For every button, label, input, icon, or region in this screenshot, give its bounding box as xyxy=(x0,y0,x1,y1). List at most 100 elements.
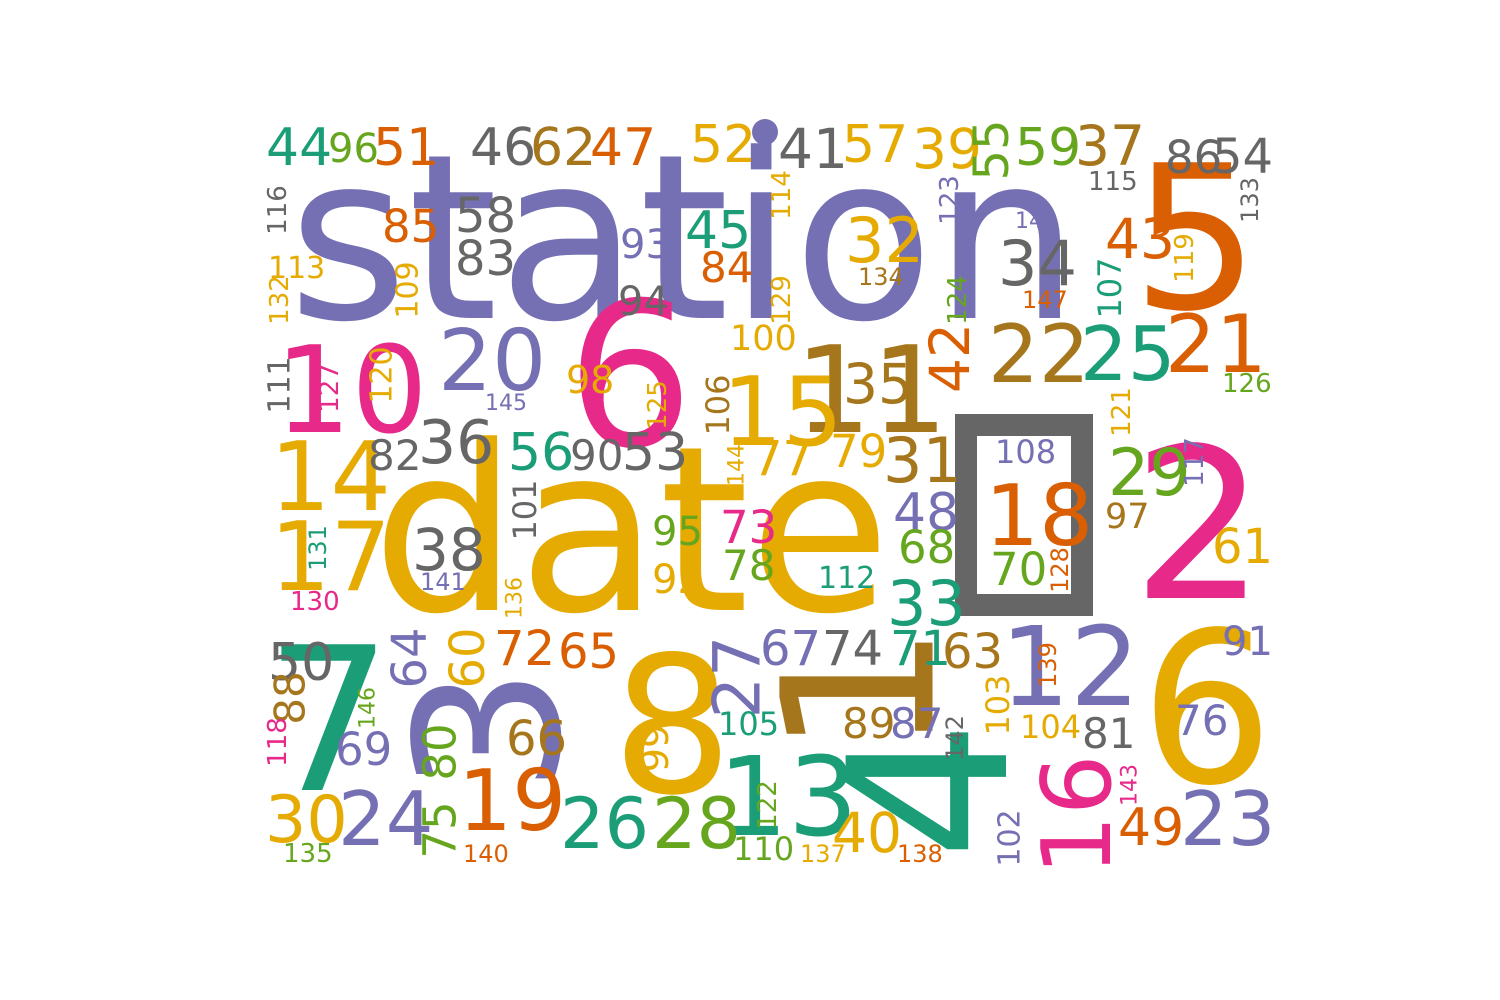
word-12: 12 xyxy=(1000,603,1140,731)
word-8: 8 xyxy=(612,616,733,837)
word-61: 61 xyxy=(1212,519,1273,575)
word-70: 70 xyxy=(990,543,1047,596)
word-86: 86 xyxy=(1165,131,1222,184)
word-46: 46 xyxy=(470,118,536,178)
word-18: 18 xyxy=(985,467,1093,566)
word-55: 55 xyxy=(964,119,1020,180)
word-104: 104 xyxy=(1020,708,1081,746)
word-105: 105 xyxy=(718,705,779,743)
word-74: 74 xyxy=(822,621,883,677)
word-72: 72 xyxy=(494,621,555,677)
word-118: 118 xyxy=(263,717,293,767)
word-135: 135 xyxy=(283,839,333,869)
word-57: 57 xyxy=(842,115,908,175)
word-3: 3 xyxy=(374,666,607,793)
word-45: 45 xyxy=(685,201,751,261)
word-83: 83 xyxy=(455,231,516,287)
word-87: 87 xyxy=(890,699,943,748)
word-111: 111 xyxy=(263,356,298,413)
word-126: 126 xyxy=(1222,369,1272,399)
word-71: 71 xyxy=(890,621,951,677)
word-116: 116 xyxy=(263,185,293,235)
word-13: 13 xyxy=(718,733,858,861)
word-73: 73 xyxy=(720,501,777,554)
glyph-rectangle xyxy=(955,414,1093,616)
word-76: 76 xyxy=(1175,696,1228,745)
word-51: 51 xyxy=(373,118,439,178)
word-78: 78 xyxy=(722,541,775,590)
word-62: 62 xyxy=(530,118,596,178)
word-67: 67 xyxy=(760,621,821,677)
word-134: 134 xyxy=(858,263,904,291)
word-58: 58 xyxy=(455,188,516,244)
word-115: 115 xyxy=(1088,167,1138,197)
word-146: 146 xyxy=(356,687,381,729)
word-63: 63 xyxy=(942,624,1003,680)
word-108: 108 xyxy=(995,433,1056,471)
word-141: 141 xyxy=(420,568,466,596)
word-41: 41 xyxy=(778,117,848,181)
word-130: 130 xyxy=(290,587,340,617)
word-75: 75 xyxy=(414,801,467,858)
word-27: 27 xyxy=(701,636,776,719)
word-81: 81 xyxy=(1082,709,1135,758)
word-37: 37 xyxy=(1075,114,1145,178)
word-23: 23 xyxy=(1180,775,1275,863)
word-59: 59 xyxy=(1015,118,1081,178)
word-25: 25 xyxy=(1080,310,1175,398)
word-120: 120 xyxy=(365,346,400,403)
word-date: date xyxy=(372,398,891,665)
word-38: 38 xyxy=(412,516,486,584)
word-35: 35 xyxy=(843,352,913,416)
word-131: 131 xyxy=(304,525,332,571)
word-147: 147 xyxy=(1022,286,1068,314)
word-54: 54 xyxy=(1212,129,1273,185)
word-97: 97 xyxy=(1105,497,1150,537)
dot-mark xyxy=(752,119,778,145)
word-16: 16 xyxy=(1023,755,1133,876)
word-9: 9 xyxy=(566,252,693,485)
word-60: 60 xyxy=(440,627,496,688)
word-139: 139 xyxy=(1034,642,1062,688)
word-100: 100 xyxy=(730,319,797,359)
word-114: 114 xyxy=(767,170,797,220)
word-117: 117 xyxy=(1180,437,1210,487)
word-96: 96 xyxy=(328,126,379,172)
word-127: 127 xyxy=(315,363,345,413)
word-65: 65 xyxy=(558,624,619,680)
word-101: 101 xyxy=(506,479,544,540)
word-48: 48 xyxy=(893,483,959,543)
word-52: 52 xyxy=(690,115,756,175)
word-26: 26 xyxy=(560,783,649,865)
word-64: 64 xyxy=(382,627,438,688)
word-138: 138 xyxy=(897,840,943,868)
word-125: 125 xyxy=(643,380,673,430)
word-29: 29 xyxy=(1108,436,1191,511)
word-36: 36 xyxy=(418,408,494,478)
word-43: 43 xyxy=(1105,207,1175,271)
word-10: 10 xyxy=(275,322,428,461)
word-124: 124 xyxy=(943,275,973,325)
word-77: 77 xyxy=(752,431,813,487)
word-30: 30 xyxy=(265,783,348,858)
word-53: 53 xyxy=(622,423,688,483)
word-137: 137 xyxy=(800,840,846,868)
word-19: 19 xyxy=(458,752,566,851)
word-142: 142 xyxy=(941,715,969,761)
word-50: 50 xyxy=(268,633,334,693)
word-4: 4 xyxy=(802,720,1058,860)
word-84: 84 xyxy=(700,243,753,292)
word-144: 144 xyxy=(725,444,750,486)
word-95: 95 xyxy=(652,509,703,555)
word-21: 21 xyxy=(1165,298,1267,391)
word-5: 5 xyxy=(1132,123,1259,356)
word-121: 121 xyxy=(1107,387,1137,437)
word-140: 140 xyxy=(463,840,509,868)
word-94: 94 xyxy=(618,279,669,325)
word-15: 15 xyxy=(722,358,843,468)
word-33: 33 xyxy=(887,567,966,640)
word-119: 119 xyxy=(1170,233,1200,283)
word-113: 113 xyxy=(268,251,325,286)
